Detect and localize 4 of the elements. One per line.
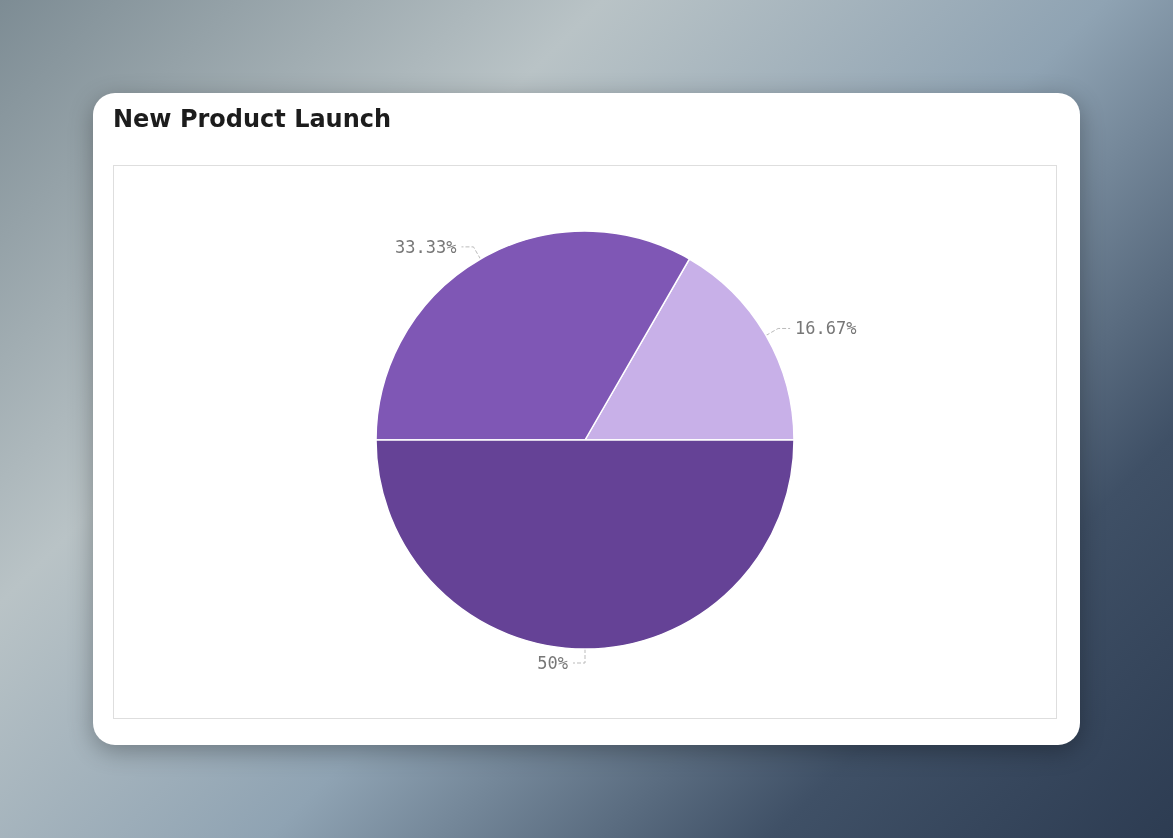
data-label: 33.33% [395,236,457,257]
data-label: 50% [537,653,568,673]
data-label: 16.67% [795,318,857,339]
chart-title: New Product Launch [113,105,392,133]
